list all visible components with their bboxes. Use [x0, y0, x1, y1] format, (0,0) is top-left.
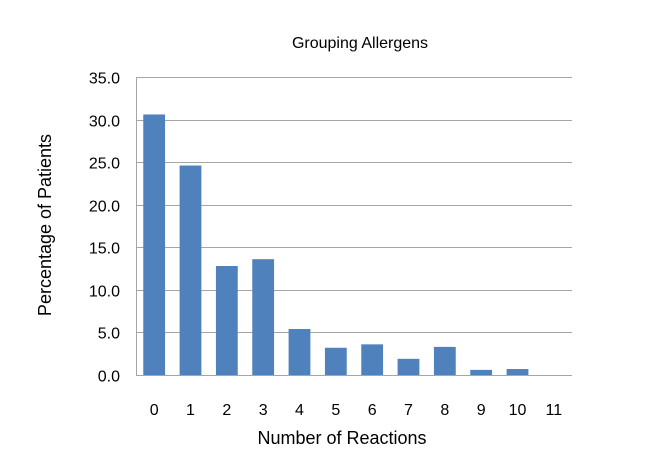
x-tick-label: 3	[259, 402, 268, 419]
x-tick-label: 0	[150, 402, 159, 419]
y-tick-labels: 0.0 5.0 10.0 15.0 20.0 25.0 30.0 35.0	[89, 71, 120, 386]
bar	[215, 266, 238, 375]
x-tick-label: 1	[186, 402, 195, 419]
bar	[324, 347, 347, 375]
x-tick-label: 11	[546, 402, 563, 419]
bar	[179, 165, 202, 375]
x-tick-label: 7	[404, 402, 413, 419]
x-tick-label: 4	[295, 402, 304, 419]
x-tick-label: 9	[477, 402, 486, 419]
y-tick-label: 10.0	[89, 284, 120, 301]
bar	[433, 346, 456, 375]
x-tick-label: 2	[222, 402, 231, 419]
y-tick-label: 5.0	[98, 326, 120, 343]
x-tick-label: 10	[509, 402, 527, 419]
x-axis-label: Number of Reactions	[257, 428, 426, 448]
x-tick-label: 8	[440, 402, 449, 419]
bar	[506, 369, 529, 375]
bar	[143, 114, 166, 375]
x-tick-label: 5	[331, 402, 340, 419]
y-axis-label: Percentage of Patients	[35, 134, 55, 316]
y-tick-label: 15.0	[89, 241, 120, 258]
bar	[397, 358, 420, 375]
bar	[252, 259, 275, 375]
bar	[470, 369, 493, 375]
axes	[136, 77, 572, 376]
y-tick-label: 25.0	[89, 156, 120, 173]
chart-title: Grouping Allergens	[292, 35, 428, 52]
bar	[288, 329, 311, 375]
y-tick-label: 0.0	[98, 369, 120, 386]
y-tick-label: 35.0	[89, 71, 120, 88]
x-tick-label: 6	[368, 402, 377, 419]
gridlines	[136, 77, 572, 333]
y-tick-label: 30.0	[89, 114, 120, 131]
bars	[143, 114, 529, 375]
x-tick-labels: 0 1 2 3 4 5 6 7 8 9 10 11	[150, 402, 563, 419]
bar	[361, 344, 384, 375]
y-tick-label: 20.0	[89, 199, 120, 216]
